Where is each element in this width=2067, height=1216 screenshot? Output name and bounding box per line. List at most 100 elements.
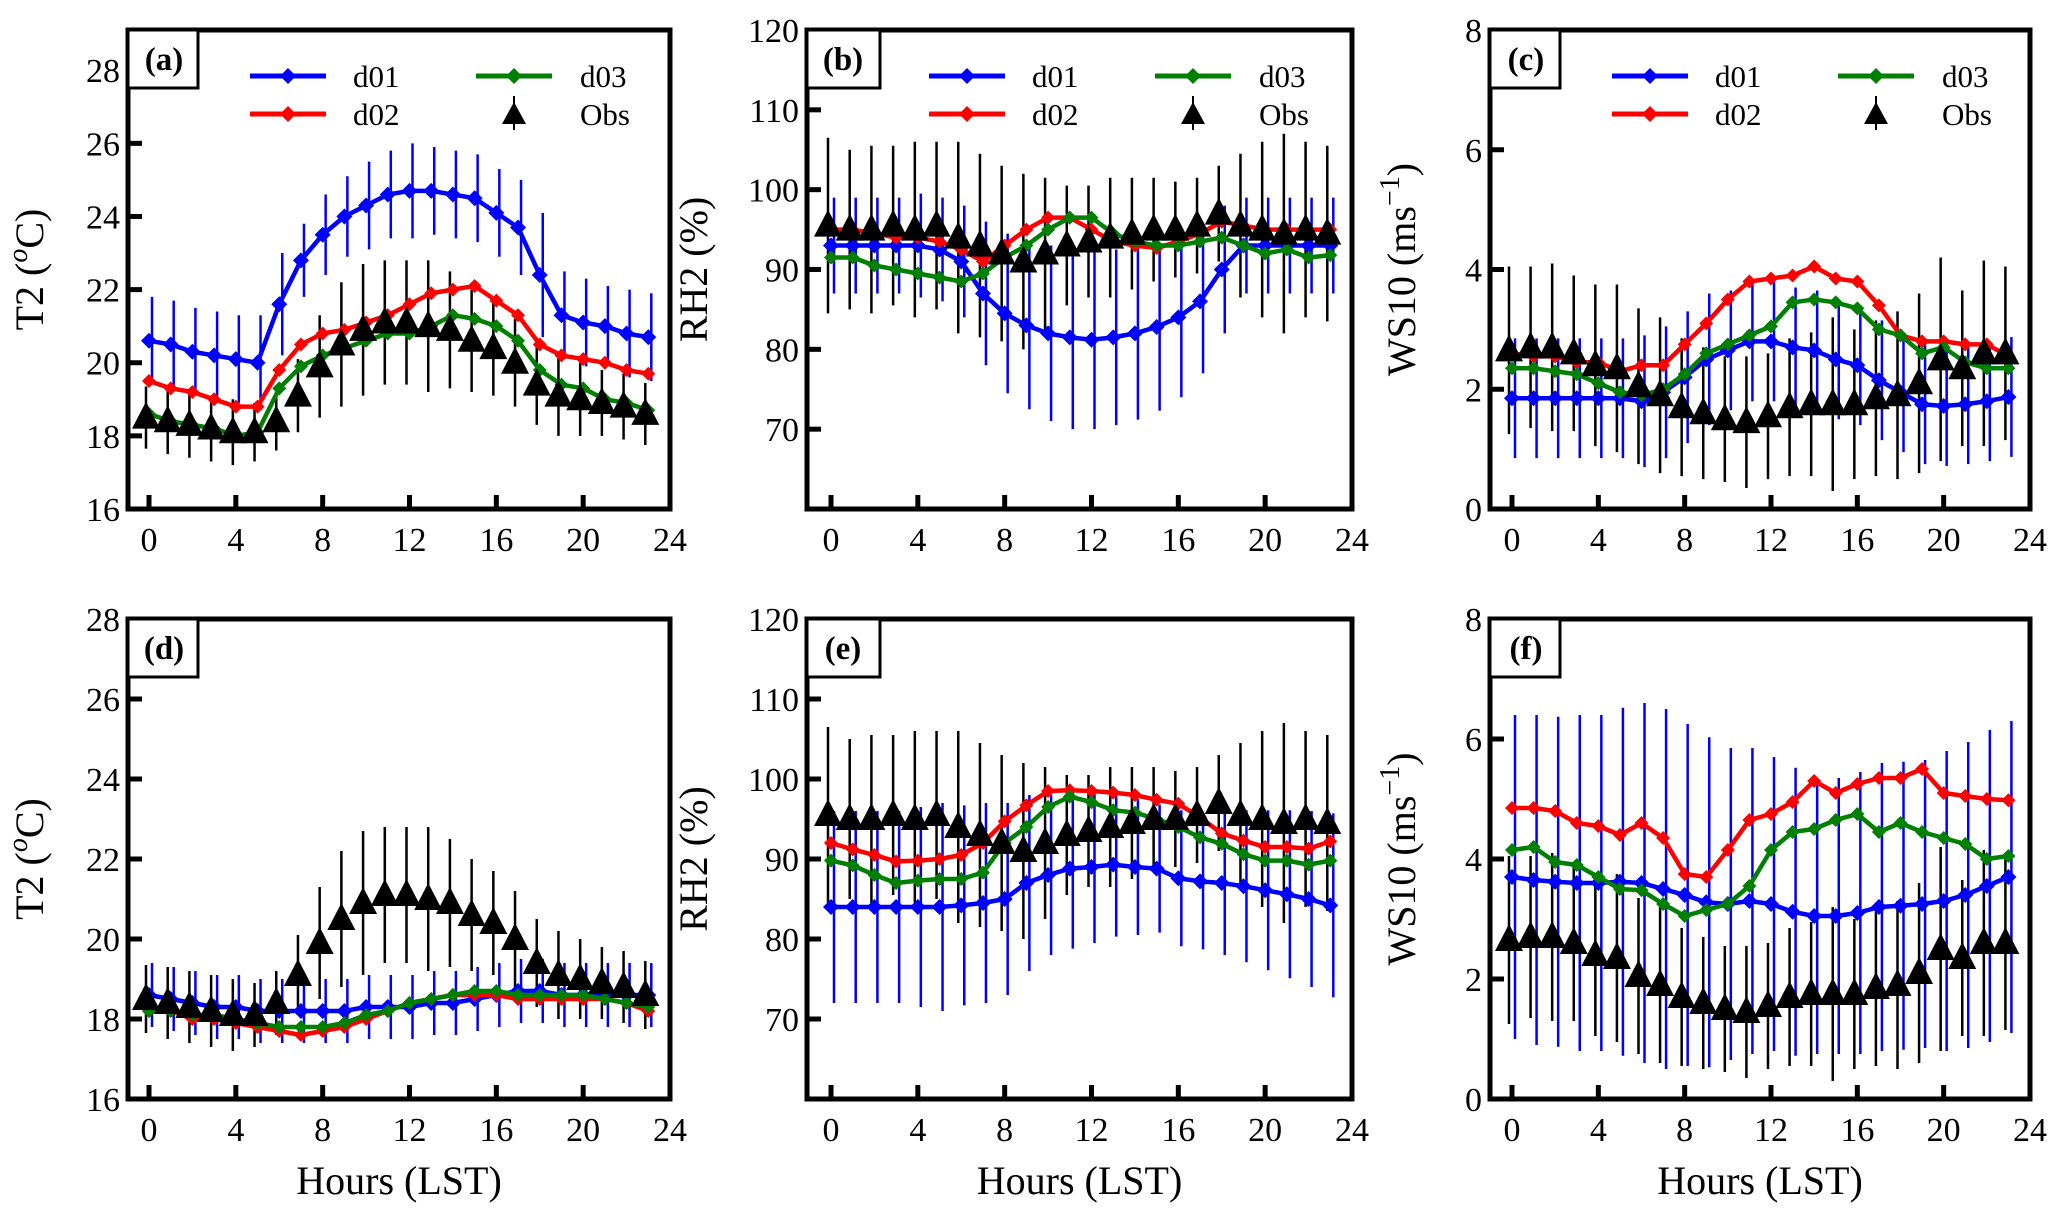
point-d03 — [1828, 295, 1843, 310]
plot-frame — [125, 27, 673, 512]
y-tick-label: 16 — [86, 1082, 120, 1119]
point-d01 — [575, 314, 592, 331]
point-d03 — [511, 333, 526, 348]
obs-point — [544, 379, 573, 407]
y-tick-label: 120 — [748, 13, 799, 50]
obs-point — [349, 887, 378, 914]
x-tick-label: 12 — [393, 522, 427, 559]
point-d03 — [1569, 858, 1584, 872]
legend-diamond-icon — [280, 68, 296, 84]
point-d03 — [402, 996, 417, 1010]
obs-point — [944, 221, 973, 249]
point-d02 — [1591, 819, 1606, 833]
y-tick-label: 100 — [748, 762, 799, 799]
y-axis-title: T2 (oC) — [3, 209, 52, 331]
obs-point — [1269, 807, 1298, 834]
point-d02 — [1699, 316, 1714, 331]
obs-point — [965, 819, 994, 846]
x-axis-title: Hours (LST) — [1657, 1158, 1863, 1203]
panel-e: 0 4 8 12 16 20 24 70 80 90 100 110 120 RH2 (%) Hours (… — [671, 602, 1369, 1203]
obs-point — [835, 803, 864, 830]
point-d03 — [554, 988, 569, 1002]
obs-point — [587, 967, 616, 994]
obs-point — [283, 959, 312, 986]
obs-point — [879, 209, 908, 237]
legend-diamond-icon — [506, 68, 522, 84]
legend-item-d01: d01 — [250, 59, 400, 94]
point-d03 — [1214, 230, 1229, 245]
point-d01 — [141, 332, 157, 349]
legend-diamond-icon — [959, 68, 975, 84]
point-d03 — [1979, 361, 1994, 376]
point-d03 — [1193, 234, 1208, 249]
point-d02 — [250, 399, 265, 414]
obs-point — [1775, 391, 1804, 419]
obs-point — [1667, 391, 1696, 419]
obs-point — [1775, 981, 1804, 1008]
point-d03 — [932, 270, 947, 285]
point-d01 — [1040, 325, 1057, 342]
obs-point — [900, 803, 929, 830]
legend-label: d02 — [1032, 97, 1079, 132]
obs-point — [1861, 382, 1890, 410]
point-d03 — [2001, 849, 2016, 863]
point-d03 — [1893, 328, 1908, 343]
point-d01 — [1040, 867, 1057, 883]
point-d01 — [1957, 887, 1974, 903]
point-d02 — [445, 282, 460, 297]
obs-point — [1818, 978, 1847, 1005]
obs-point — [392, 879, 421, 906]
point-d03 — [1301, 857, 1316, 872]
x-tick-label: 16 — [1161, 522, 1195, 559]
point-d01 — [1827, 908, 1844, 924]
x-tick-label: 4 — [227, 1112, 244, 1149]
point-d02 — [1258, 840, 1273, 854]
legend-triangle-icon — [1864, 102, 1888, 124]
point-d02 — [1236, 833, 1251, 848]
y-tick-label: 80 — [765, 332, 799, 369]
x-tick-label: 8 — [1676, 1112, 1693, 1149]
point-d03 — [910, 873, 925, 888]
obs-point — [1031, 237, 1060, 265]
point-d02 — [1526, 801, 1541, 815]
point-d03 — [1591, 870, 1606, 884]
obs-point — [1905, 957, 1934, 984]
point-d01 — [931, 899, 948, 915]
point-d03 — [1301, 250, 1316, 265]
obs-point — [197, 412, 226, 440]
plot-area — [1495, 703, 2020, 1081]
point-d02 — [1915, 334, 1930, 349]
x-tick-label: 16 — [1840, 522, 1874, 559]
plot-frame — [125, 616, 673, 1102]
obs-point — [1754, 400, 1782, 428]
point-d02 — [1214, 826, 1229, 841]
obs-point — [1139, 213, 1168, 241]
point-d01 — [1235, 878, 1252, 895]
x-tick-label: 0 — [823, 1112, 840, 1149]
y-axis-title-superscript: o — [3, 838, 34, 852]
point-d02 — [1828, 786, 1843, 800]
point-d02 — [467, 278, 482, 293]
x-tick-label: 20 — [566, 1112, 600, 1149]
point-d03 — [1084, 210, 1099, 225]
point-d01 — [358, 999, 375, 1015]
point-d02 — [293, 337, 308, 352]
plot-area — [814, 723, 1342, 1011]
point-d03 — [1807, 822, 1822, 836]
obs-point — [1313, 807, 1342, 834]
y-tick-label: 22 — [86, 273, 120, 310]
point-d01 — [1061, 860, 1078, 877]
obs-point — [1710, 403, 1739, 431]
y-tick-label: 90 — [765, 253, 799, 290]
point-d01 — [466, 190, 483, 207]
y-axis-title-superscript: −1 — [1375, 766, 1406, 796]
obs-point — [414, 883, 443, 910]
point-d02 — [954, 848, 969, 862]
point-d03 — [1850, 807, 1865, 821]
obs-point — [544, 959, 573, 986]
point-d01 — [888, 237, 905, 254]
point-d02 — [1742, 813, 1757, 827]
point-d02 — [932, 234, 947, 249]
point-d01 — [336, 1003, 353, 1019]
point-d02 — [1569, 816, 1584, 830]
